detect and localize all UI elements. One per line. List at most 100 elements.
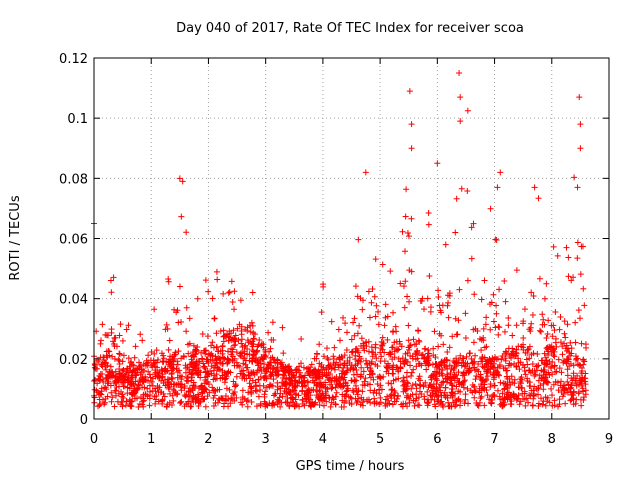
data-point [101, 401, 108, 408]
data-point [107, 277, 114, 284]
data-point [404, 349, 411, 356]
data-point [539, 311, 546, 318]
data-point [379, 346, 386, 353]
data-point [464, 360, 471, 367]
data-point [402, 278, 409, 285]
data-point [104, 380, 111, 387]
data-point [409, 391, 416, 398]
data-point [116, 332, 123, 339]
data-point [359, 399, 366, 406]
data-point [248, 385, 255, 392]
data-point [181, 382, 188, 389]
data-point [543, 280, 550, 287]
data-point [453, 397, 460, 404]
data-point [570, 389, 577, 396]
data-point [390, 328, 397, 335]
data-point [109, 353, 116, 360]
data-point [195, 385, 202, 392]
data-point [490, 371, 497, 378]
data-point [228, 345, 235, 352]
data-point [462, 310, 469, 317]
data-point [179, 178, 186, 185]
data-point [246, 380, 253, 387]
data-point [189, 397, 196, 404]
data-point [568, 382, 575, 389]
data-point [217, 359, 224, 366]
data-point [247, 339, 254, 346]
data-point [274, 401, 281, 408]
data-point [277, 390, 284, 397]
data-point [541, 350, 548, 357]
data-point [327, 403, 334, 410]
data-point [551, 327, 558, 334]
data-point [461, 369, 468, 376]
data-point [190, 370, 197, 377]
data-point [435, 392, 442, 399]
data-point [513, 267, 520, 274]
x-tick-label: 4 [319, 432, 327, 447]
data-point [406, 298, 413, 305]
data-point [387, 268, 394, 275]
data-point [195, 402, 202, 409]
data-point [447, 374, 454, 381]
data-point [323, 345, 330, 352]
data-point [444, 371, 451, 378]
data-point [565, 273, 572, 280]
data-point [283, 376, 290, 383]
data-point [203, 386, 210, 393]
data-point [170, 386, 177, 393]
data-point [338, 370, 345, 377]
data-point [292, 396, 299, 403]
data-point [182, 362, 189, 369]
data-point [439, 366, 446, 373]
data-point [111, 403, 118, 410]
data-point [150, 361, 157, 368]
data-point [478, 296, 485, 303]
data-point [344, 358, 351, 365]
data-point [567, 385, 574, 392]
data-point [439, 372, 446, 379]
data-point [192, 395, 199, 402]
data-point [575, 390, 582, 397]
data-point [445, 299, 452, 306]
data-point [464, 107, 471, 114]
data-point [268, 382, 275, 389]
data-point [279, 393, 286, 400]
data-point [244, 327, 251, 334]
data-point [504, 367, 511, 374]
data-point [97, 340, 104, 347]
data-point [286, 402, 293, 409]
data-point [99, 321, 106, 328]
data-point [210, 394, 217, 401]
data-point [506, 360, 513, 367]
data-point [338, 403, 345, 410]
data-point [238, 353, 245, 360]
data-point [255, 360, 262, 367]
data-point [491, 364, 498, 371]
data-point [262, 388, 269, 395]
data-point [513, 322, 520, 329]
data-point [158, 350, 165, 357]
data-point [535, 391, 542, 398]
data-point [391, 392, 398, 399]
data-point [243, 364, 250, 371]
data-point [98, 385, 105, 392]
data-point [544, 331, 551, 338]
data-point [404, 293, 411, 300]
data-point [178, 398, 185, 405]
data-point [427, 304, 434, 311]
data-point [536, 372, 543, 379]
data-point [448, 403, 455, 410]
data-point [174, 358, 181, 365]
data-point [564, 321, 571, 328]
data-point [111, 342, 118, 349]
data-point [487, 357, 494, 364]
data-point [171, 306, 178, 313]
data-point [351, 315, 358, 322]
data-point [500, 365, 507, 372]
data-point [213, 344, 220, 351]
data-point [216, 386, 223, 393]
data-point [435, 400, 442, 407]
data-point [262, 400, 269, 407]
data-point [244, 403, 251, 410]
